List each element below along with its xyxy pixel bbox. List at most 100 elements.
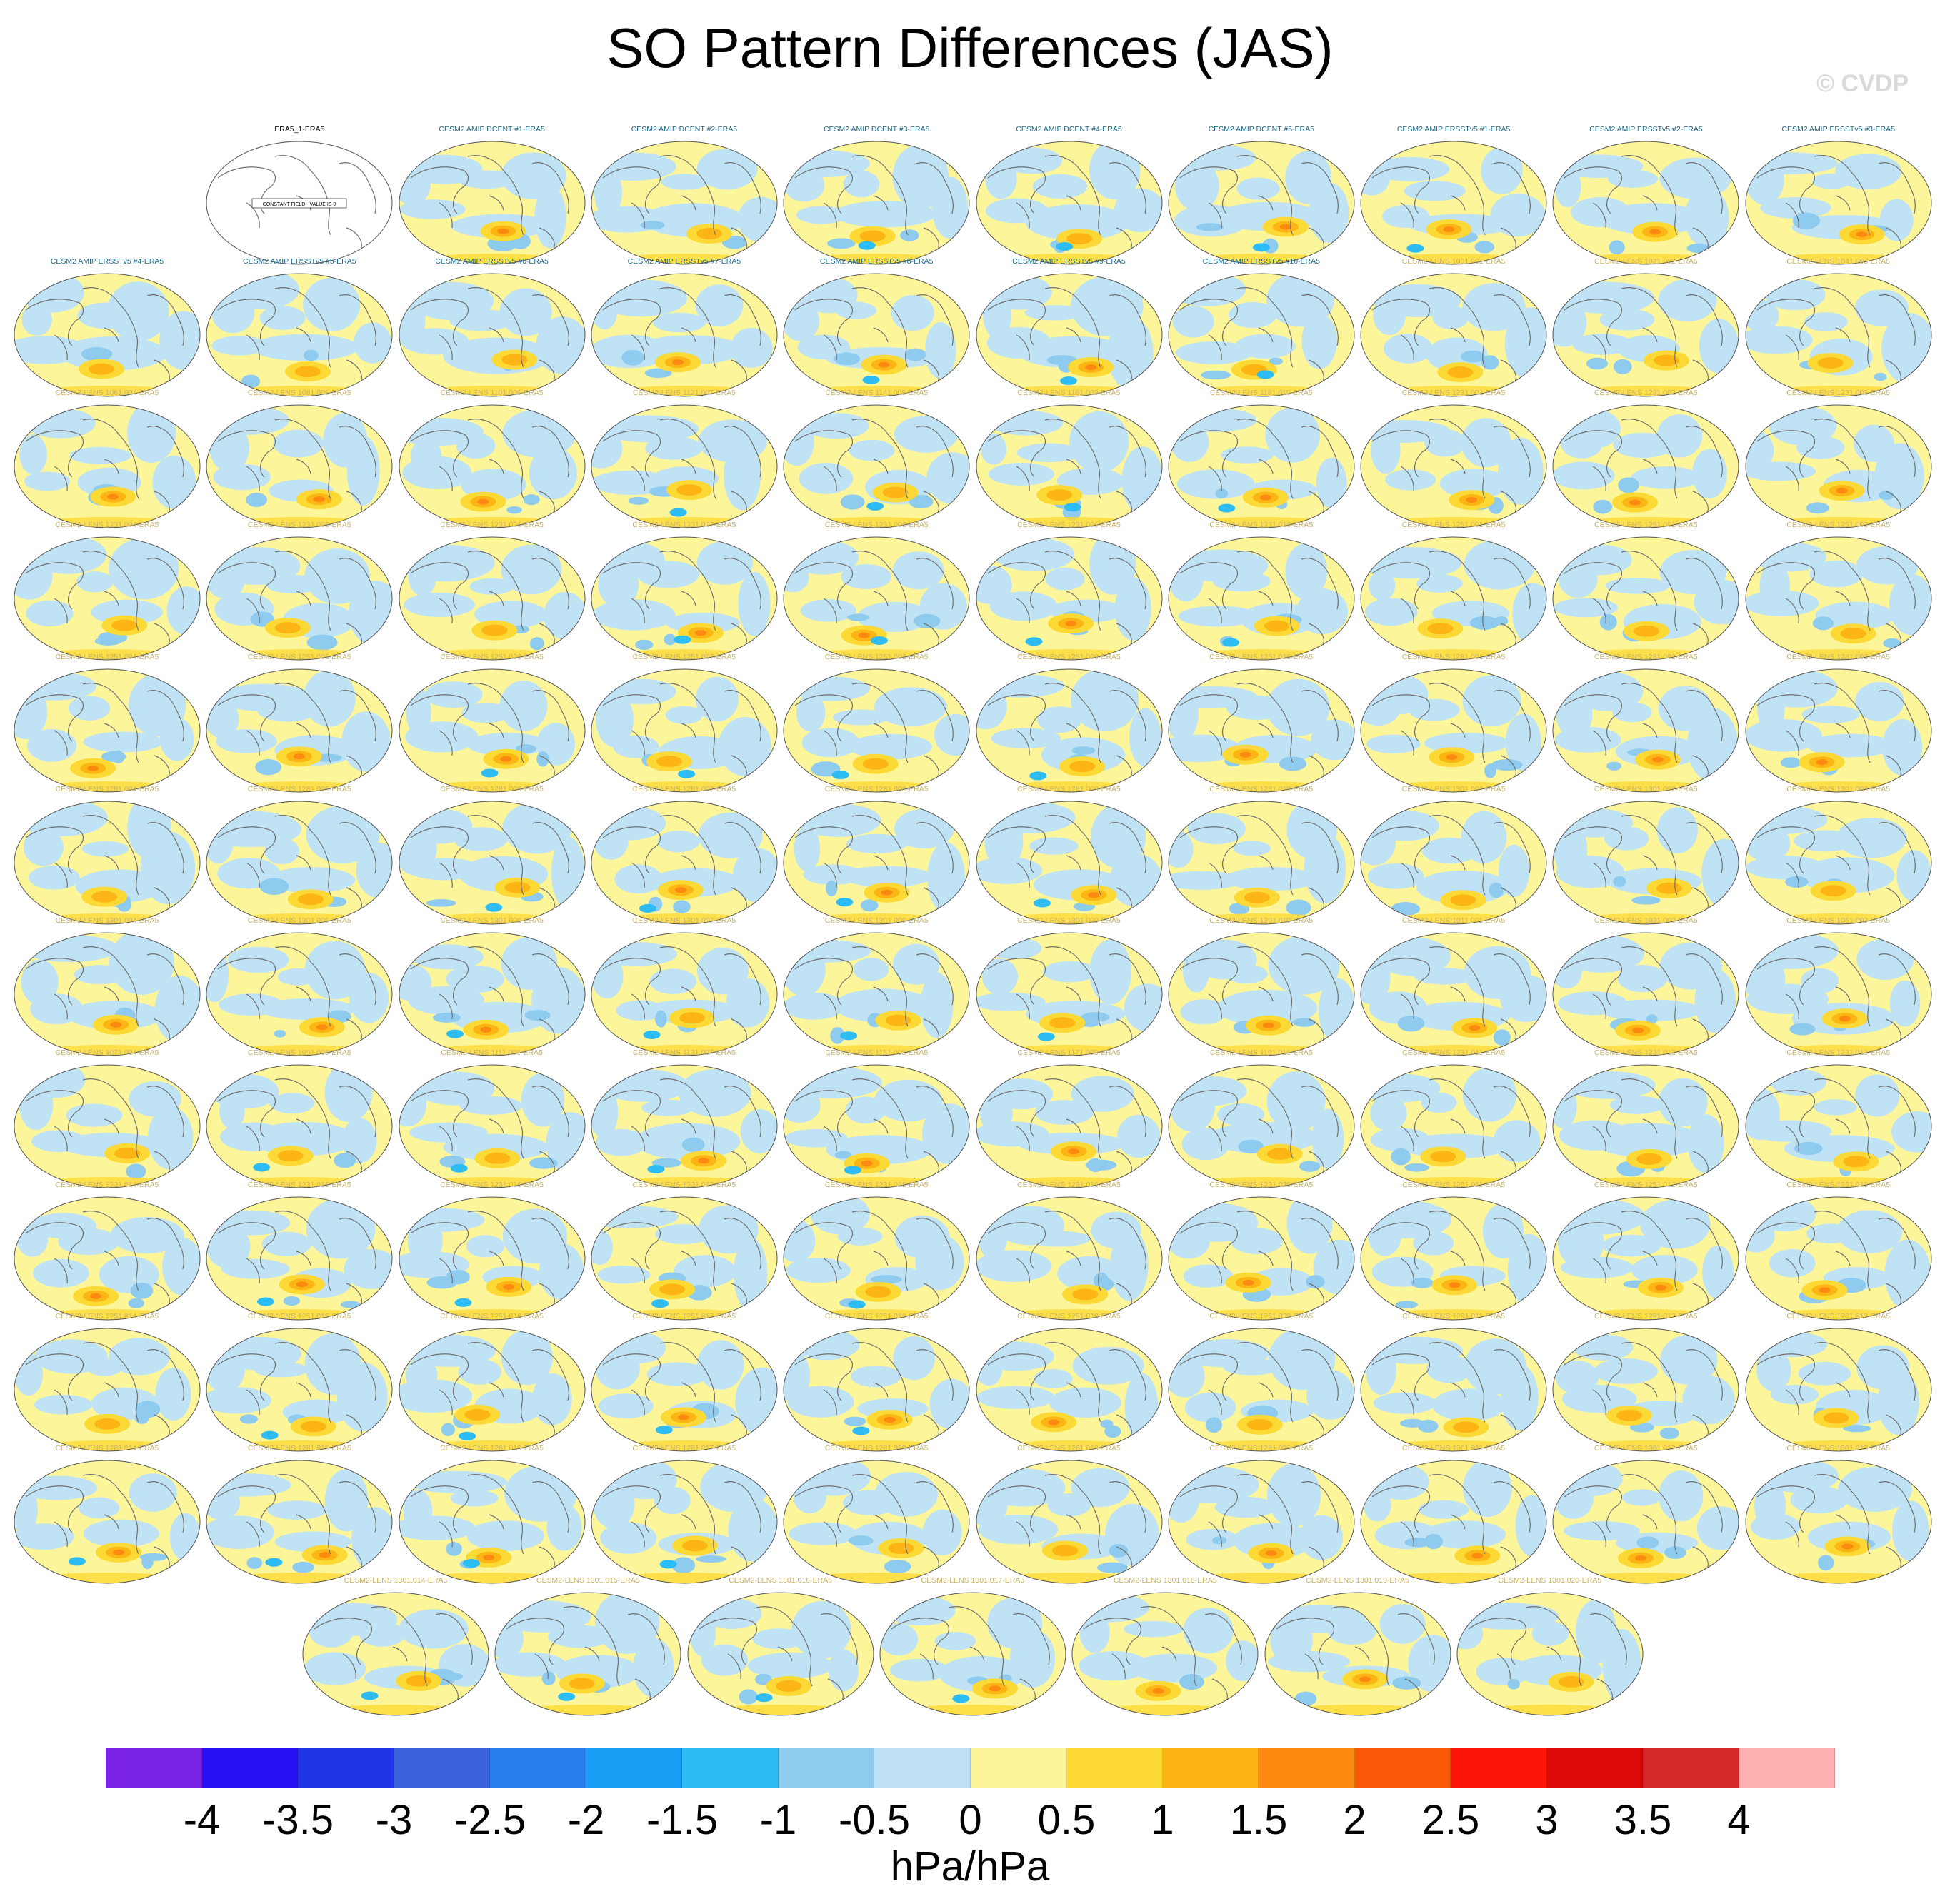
map-plot	[591, 1064, 778, 1188]
map-plot	[976, 536, 1162, 661]
panel-title: CESM2-LENS 1231.010-ERA5	[1209, 521, 1314, 530]
panel-title: CESM2 AMIP DCENT #1-ERA5	[439, 125, 545, 134]
map-plot	[976, 668, 1162, 793]
panel-title: CESM2-LENS 1301.010-ERA5	[1209, 916, 1314, 926]
map-plot: CONSTANT FIELD - VALUE IS 0	[206, 141, 393, 265]
colorbar-box	[1162, 1748, 1259, 1788]
panel-title: CESM2-LENS 1251.012-ERA5	[1594, 1180, 1698, 1189]
map-plot	[399, 404, 586, 528]
map-plot	[783, 404, 970, 528]
map-plot	[783, 1460, 970, 1584]
panel-title: CESM2-LENS 1251.009-ERA5	[1017, 652, 1121, 661]
map-plot	[206, 404, 393, 528]
map-plot	[1552, 536, 1739, 661]
panel-title: CESM2-LENS 1301.005-ERA5	[247, 916, 351, 926]
panel-title: CESM2-LENS 1301.016-ERA5	[729, 1575, 832, 1585]
map-plot	[1552, 1064, 1739, 1188]
map-plot	[783, 1064, 970, 1188]
colorbar-unit-label: hPa/hPa	[890, 1843, 1050, 1890]
map-plot	[591, 932, 778, 1056]
panel-title: CESM2-LENS 1231.017-ERA5	[632, 1180, 736, 1189]
map-plot	[399, 1196, 586, 1321]
map-plot	[206, 536, 393, 661]
panel-title: CESM2-LENS 1151.008-ERA5	[825, 1048, 929, 1057]
map-plot	[976, 404, 1162, 528]
panel-title: CESM2-LENS 1251.005-ERA5	[247, 652, 351, 661]
map-plot	[591, 1196, 778, 1321]
panel-title: CESM2 AMIP ERSSTv5 #9-ERA5	[1012, 256, 1126, 266]
map-plot	[783, 1196, 970, 1321]
map-plot	[1360, 1064, 1547, 1188]
map-plot	[1168, 1196, 1355, 1321]
colorbar-tick-label: 4	[1727, 1797, 1751, 1843]
map-plot	[1745, 273, 1932, 397]
panel-title: CESM2 AMIP ERSSTv5 #1-ERA5	[1396, 125, 1511, 134]
panel-title: CESM2-LENS 1281.011-ERA5	[1402, 1312, 1506, 1321]
panel-title: CESM2-LENS 1161.009-ERA5	[1017, 389, 1121, 398]
map-plot	[399, 536, 586, 661]
map-plot	[1552, 404, 1739, 528]
map-plot	[1745, 1196, 1932, 1321]
map-plot	[591, 273, 778, 397]
panel-title: CESM2-LENS 1231.019-ERA5	[1017, 1180, 1121, 1189]
map-plot	[783, 536, 970, 661]
map-plot	[1552, 668, 1739, 793]
panel-title: CESM2-LENS 1251.010-ERA5	[1209, 652, 1314, 661]
panel-title: CESM2-LENS 1281.009-ERA5	[1017, 784, 1121, 793]
map-plot	[1168, 1328, 1355, 1452]
panel-title: CESM2-LENS 1251.008-ERA5	[824, 652, 929, 661]
map-plot	[1552, 1460, 1739, 1584]
map-plot	[14, 1460, 201, 1584]
panel-title: CESM2-LENS 1251.014-ERA5	[55, 1312, 159, 1321]
map-plot	[399, 1064, 586, 1188]
panel-title: CESM2-LENS 1281.010-ERA5	[1209, 784, 1314, 793]
panel-title: CESM2-LENS 1231.003-ERA5	[1786, 389, 1891, 398]
map-plot	[1456, 1592, 1644, 1716]
colorbar-tick-label: -3	[375, 1797, 413, 1843]
map-plot	[976, 141, 1162, 265]
panel-title: CESM2 AMIP ERSSTv5 #2-ERA5	[1589, 125, 1703, 134]
panel-title: CESM2-LENS 1051.003-ERA5	[1786, 916, 1891, 926]
panel-title: CESM2-LENS 1231.013-ERA5	[1786, 1048, 1891, 1057]
panel-title: CESM2-LENS 1011.001-ERA5	[1402, 916, 1506, 926]
panel-title: CESM2-LENS 1301.007-ERA5	[632, 916, 736, 926]
colorbar-box	[1546, 1748, 1643, 1788]
panel-title: CESM2-LENS 1301.008-ERA5	[824, 916, 929, 926]
map-plot	[206, 1328, 393, 1452]
panel-title: CESM2-LENS 1231.008-ERA5	[824, 521, 929, 530]
map-plot	[14, 801, 201, 924]
map-plot	[1745, 536, 1932, 661]
map-plot	[783, 273, 970, 397]
map-plot	[1168, 141, 1355, 265]
panel-title: CESM2-LENS 1251.020-ERA5	[1209, 1312, 1314, 1321]
panel-title: CESM2-LENS 1231.015-ERA5	[247, 1180, 351, 1189]
map-plot	[1745, 1064, 1932, 1188]
panel-title: CESM2-LENS 1281.006-ERA5	[440, 784, 544, 793]
map-plot	[14, 1196, 201, 1321]
map-plot	[879, 1592, 1066, 1716]
panel-title: CESM2-LENS 1231.014-ERA5	[55, 1180, 159, 1189]
panel-title: CESM2-LENS 1251.002-ERA5	[1594, 521, 1698, 530]
map-plot	[1552, 273, 1739, 397]
map-plot	[1360, 1460, 1547, 1584]
map-plot	[399, 1328, 586, 1452]
panel-title: CESM2-LENS 1281.005-ERA5	[247, 784, 351, 793]
colorbar-tick-label: 0.5	[1037, 1797, 1096, 1843]
map-plot	[1360, 536, 1547, 661]
panel-title: CESM2 AMIP DCENT #3-ERA5	[823, 125, 930, 134]
map-plot	[1552, 1196, 1739, 1321]
map-plot	[206, 668, 393, 793]
colorbar-box	[1739, 1748, 1835, 1788]
panel-title: CESM2-LENS 1231.002-ERA5	[1594, 389, 1698, 398]
map-plot	[1745, 404, 1932, 528]
panel-title: CESM2-LENS 1281.016-ERA5	[440, 1444, 544, 1453]
map-plot	[1360, 273, 1547, 397]
map-plot	[976, 273, 1162, 397]
panel-title: CESM2 AMIP DCENT #5-ERA5	[1208, 125, 1314, 134]
panel-title: CESM2-LENS 1301.020-ERA5	[1498, 1575, 1602, 1585]
panel-title: CESM2-LENS 1231.004-ERA5	[55, 521, 159, 530]
panel-title: CESM2-LENS 1301.014-ERA5	[344, 1575, 448, 1585]
map-plot	[976, 1196, 1162, 1321]
panel-title: CESM2 AMIP ERSSTv5 #7-ERA5	[627, 256, 741, 266]
map-plot	[399, 1460, 586, 1584]
